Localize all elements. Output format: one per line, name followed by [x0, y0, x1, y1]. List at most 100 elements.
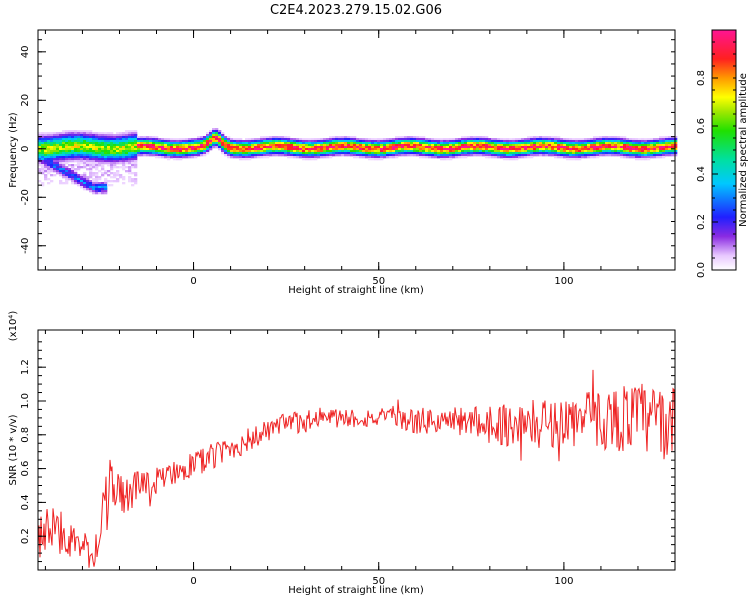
- spectrogram-cell: [455, 150, 459, 153]
- spectrogram-cell: [194, 146, 198, 149]
- spectrogram-cell: [98, 154, 102, 157]
- spectrogram-cell: [47, 132, 51, 135]
- spectrogram-cell: [284, 148, 288, 151]
- spectrogram-cell: [431, 152, 435, 155]
- spectrogram-cell: [374, 142, 378, 145]
- spectrogram-cell: [659, 142, 663, 145]
- spectrogram-cell: [218, 138, 222, 141]
- spectrogram-cell: [578, 140, 582, 143]
- spectrogram-cell: [425, 148, 429, 151]
- spectrogram-cell: [569, 146, 573, 149]
- spectrogram-cell: [344, 152, 348, 155]
- spectrogram-cell: [74, 146, 78, 149]
- spectrogram-cell: [539, 154, 543, 157]
- spectrogram-cell: [269, 152, 273, 155]
- spectrogram-cell: [38, 152, 42, 155]
- spectrogram-cell: [221, 150, 225, 153]
- spectrogram-cell: [335, 150, 339, 153]
- spectrogram-cell: [233, 138, 237, 141]
- spectrogram-cell: [572, 142, 576, 145]
- spectrogram-cell: [614, 144, 618, 147]
- spectrogram-cell: [86, 136, 90, 139]
- spectrogram-cell: [209, 138, 213, 141]
- spectrogram-cell: [203, 144, 207, 147]
- spectrogram-cell: [248, 158, 252, 161]
- spectrogram-cell: [536, 140, 540, 143]
- spectrogram-cell: [50, 132, 54, 135]
- spectrogram-cell: [203, 146, 207, 149]
- spectrogram-cell: [128, 144, 132, 147]
- spectrogram-cell: [344, 144, 348, 147]
- spectrogram-cell: [170, 148, 174, 151]
- spectrogram-cell: [116, 138, 120, 141]
- spectrogram-cell: [71, 182, 75, 185]
- spectrogram-cell: [500, 148, 504, 151]
- spectrogram-cell: [440, 138, 444, 141]
- spectrogram-cell: [59, 138, 63, 141]
- spectrogram-cell: [377, 142, 381, 145]
- spectrogram-cell: [128, 160, 132, 163]
- spectrogram-cell: [344, 146, 348, 149]
- spectrogram-cell: [410, 150, 414, 153]
- spectrogram-cell: [74, 174, 78, 177]
- spectrogram-cell: [353, 136, 357, 139]
- spectrogram-cell: [599, 152, 603, 155]
- spectrogram-cell: [293, 154, 297, 157]
- spectrogram-cell: [188, 154, 192, 157]
- spectrogram-cell: [62, 134, 66, 137]
- spectrogram-cell: [362, 154, 366, 157]
- spectrogram-cell: [239, 150, 243, 153]
- spectrogram-cell: [182, 144, 186, 147]
- spectrogram-cell: [227, 154, 231, 157]
- spectrogram-cell: [80, 142, 84, 145]
- spectrogram-cell: [491, 148, 495, 151]
- spectrogram-cell: [68, 158, 72, 161]
- spectrogram-cell: [77, 178, 81, 181]
- spectrogram-cell: [548, 138, 552, 141]
- spectrogram-cell: [557, 138, 561, 141]
- spectrogram-cell: [209, 132, 213, 135]
- spectrogram-cell: [464, 156, 468, 159]
- spectrogram-cell: [419, 150, 423, 153]
- spectrogram-cell: [581, 140, 585, 143]
- spectrogram-cell: [416, 140, 420, 143]
- spectrogram-cell: [425, 156, 429, 159]
- spectrogram-cell: [386, 144, 390, 147]
- spectrogram-cell: [65, 134, 69, 137]
- spectrogram-cell: [149, 140, 153, 143]
- spectrogram-cell: [323, 152, 327, 155]
- spectrogram-cell: [134, 162, 138, 165]
- spectrogram-cell: [146, 142, 150, 145]
- spectrogram-cell: [83, 166, 87, 169]
- spectrogram-cell: [398, 146, 402, 149]
- spectrogram-cell: [542, 136, 546, 139]
- spectrogram-cell: [59, 134, 63, 137]
- spectrogram-cell: [134, 136, 138, 139]
- spectrogram-cell: [125, 136, 129, 139]
- spectrogram-cell: [527, 142, 531, 145]
- spectrogram-cell: [170, 140, 174, 143]
- spectrogram-cell: [578, 150, 582, 153]
- spectrogram-cell: [272, 140, 276, 143]
- spectrogram-cell: [485, 146, 489, 149]
- spectrogram-cell: [116, 160, 120, 163]
- spectrogram-cell: [314, 152, 318, 155]
- spectrogram-cell: [263, 154, 267, 157]
- spectrogram-cell: [80, 156, 84, 159]
- spectrogram-cell: [224, 144, 228, 147]
- spectrogram-cell: [89, 164, 93, 167]
- spectrogram-cell: [458, 156, 462, 159]
- spectrogram-cell: [119, 138, 123, 141]
- spectrogram-cell: [314, 138, 318, 141]
- spectrogram-cell: [206, 150, 210, 153]
- spectrogram-cell: [152, 148, 156, 151]
- spectrogram-cell: [638, 156, 642, 159]
- spectrogram-cell: [113, 154, 117, 157]
- spectrogram-cell: [263, 136, 267, 139]
- spectrogram-cell: [191, 148, 195, 151]
- spectrogram-cell: [290, 150, 294, 153]
- spectrogram-cell: [368, 138, 372, 141]
- spectrogram-cell: [305, 156, 309, 159]
- spectrogram-cell: [470, 138, 474, 141]
- spectrogram-cell: [110, 150, 114, 153]
